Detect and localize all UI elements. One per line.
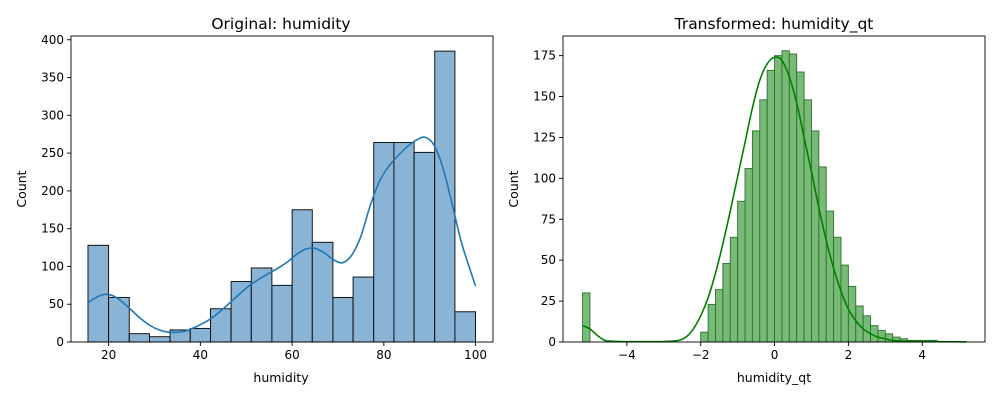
x-axis-label: humidity_qt: [737, 370, 811, 385]
y-tick-label: 50: [49, 297, 64, 311]
histogram-bar: [715, 289, 724, 343]
histogram-bar: [128, 333, 150, 343]
chart-transformed-humidity-qt: Transformed: humidity_qt −4 −2 0 2 4 0 25 50 75 1…: [506, 15, 986, 385]
histogram-bar: [707, 303, 716, 343]
y-tick-label: 175: [533, 49, 556, 63]
histogram-bar: [729, 236, 739, 343]
histogram-bar: [840, 264, 849, 343]
y-tick-label: 350: [41, 71, 64, 85]
chart-title: Transformed: humidity_qt: [674, 15, 874, 34]
kde-line: [87, 136, 477, 334]
y-tick-label: 150: [41, 222, 64, 236]
axes-frame: [70, 35, 494, 343]
y-tick-label: 300: [41, 108, 64, 122]
histogram-bar: [722, 263, 731, 343]
axes-frame: [562, 35, 986, 343]
x-tick-label: 60: [284, 348, 299, 362]
histogram-bar: [582, 292, 591, 343]
x-tick-label: −4: [618, 348, 636, 362]
histogram-bar: [803, 99, 812, 343]
x-axis-label: humidity: [253, 370, 309, 385]
y-tick-label: 0: [548, 335, 556, 349]
histogram-bar: [352, 276, 375, 343]
x-tick-label: 80: [376, 348, 391, 362]
y-tick-label: 100: [41, 259, 64, 273]
x-tick-label: −2: [692, 348, 710, 362]
chart-original-humidity: Original: humidity 20 40 60 80 1000501001502…: [14, 15, 494, 385]
x-tick-label: 0: [771, 348, 779, 362]
y-axis-label: Count: [14, 170, 29, 207]
y-tick-label: 400: [41, 33, 64, 47]
histogram-bar: [291, 209, 313, 343]
histogram-bar: [454, 311, 477, 343]
histogram-bar: [811, 130, 820, 343]
histogram-bar: [434, 50, 456, 343]
x-tick-label: 4: [918, 348, 926, 362]
histogram-bar: [230, 281, 252, 343]
histogram-bar: [737, 200, 746, 343]
histogram-bar: [189, 327, 211, 343]
histogram-bar: [766, 69, 776, 343]
histogram-bar: [781, 50, 790, 343]
y-tick-label: 50: [541, 253, 556, 267]
x-tick-label: 2: [845, 348, 853, 362]
plot-area: −4 −2 0 2 4 0 25 50 75 100 125 150 175: [533, 35, 986, 362]
histogram-bar: [759, 99, 768, 343]
histogram-bar: [855, 305, 864, 343]
histogram-bar: [209, 308, 232, 343]
histogram-bar: [393, 142, 415, 343]
y-tick-label: 250: [41, 146, 64, 160]
y-tick-label: 0: [56, 335, 64, 349]
histogram-bar: [700, 331, 709, 343]
plot-area: 20 40 60 80 100 0 50 100 150 200 250 300 350 400: [41, 33, 494, 362]
y-tick-label: 150: [533, 90, 556, 104]
histogram-bar: [877, 330, 886, 343]
histogram-bar: [796, 71, 805, 343]
histogram-bar: [744, 168, 753, 343]
histogram-bar: [774, 55, 783, 343]
histogram-bar: [413, 151, 436, 343]
x-tick-label: 100: [464, 348, 487, 362]
x-tick-label: 40: [193, 348, 208, 362]
histogram-bar: [250, 267, 273, 343]
x-tick-label: 20: [101, 348, 116, 362]
y-tick-label: 200: [41, 184, 64, 198]
chart-title: Original: humidity: [211, 15, 350, 33]
y-tick-label: 25: [541, 294, 556, 308]
histogram-bar: [271, 284, 293, 343]
y-tick-label: 100: [533, 171, 556, 185]
histogram-bar: [148, 336, 171, 343]
histogram-bar: [825, 210, 835, 343]
histogram-bar: [751, 130, 761, 343]
y-tick-label: 75: [541, 212, 556, 226]
histogram-bar: [818, 166, 827, 343]
histogram-bar: [332, 296, 354, 343]
y-axis-label: Count: [506, 170, 521, 207]
y-tick-label: 125: [533, 130, 556, 144]
histogram-bar: [108, 296, 130, 343]
